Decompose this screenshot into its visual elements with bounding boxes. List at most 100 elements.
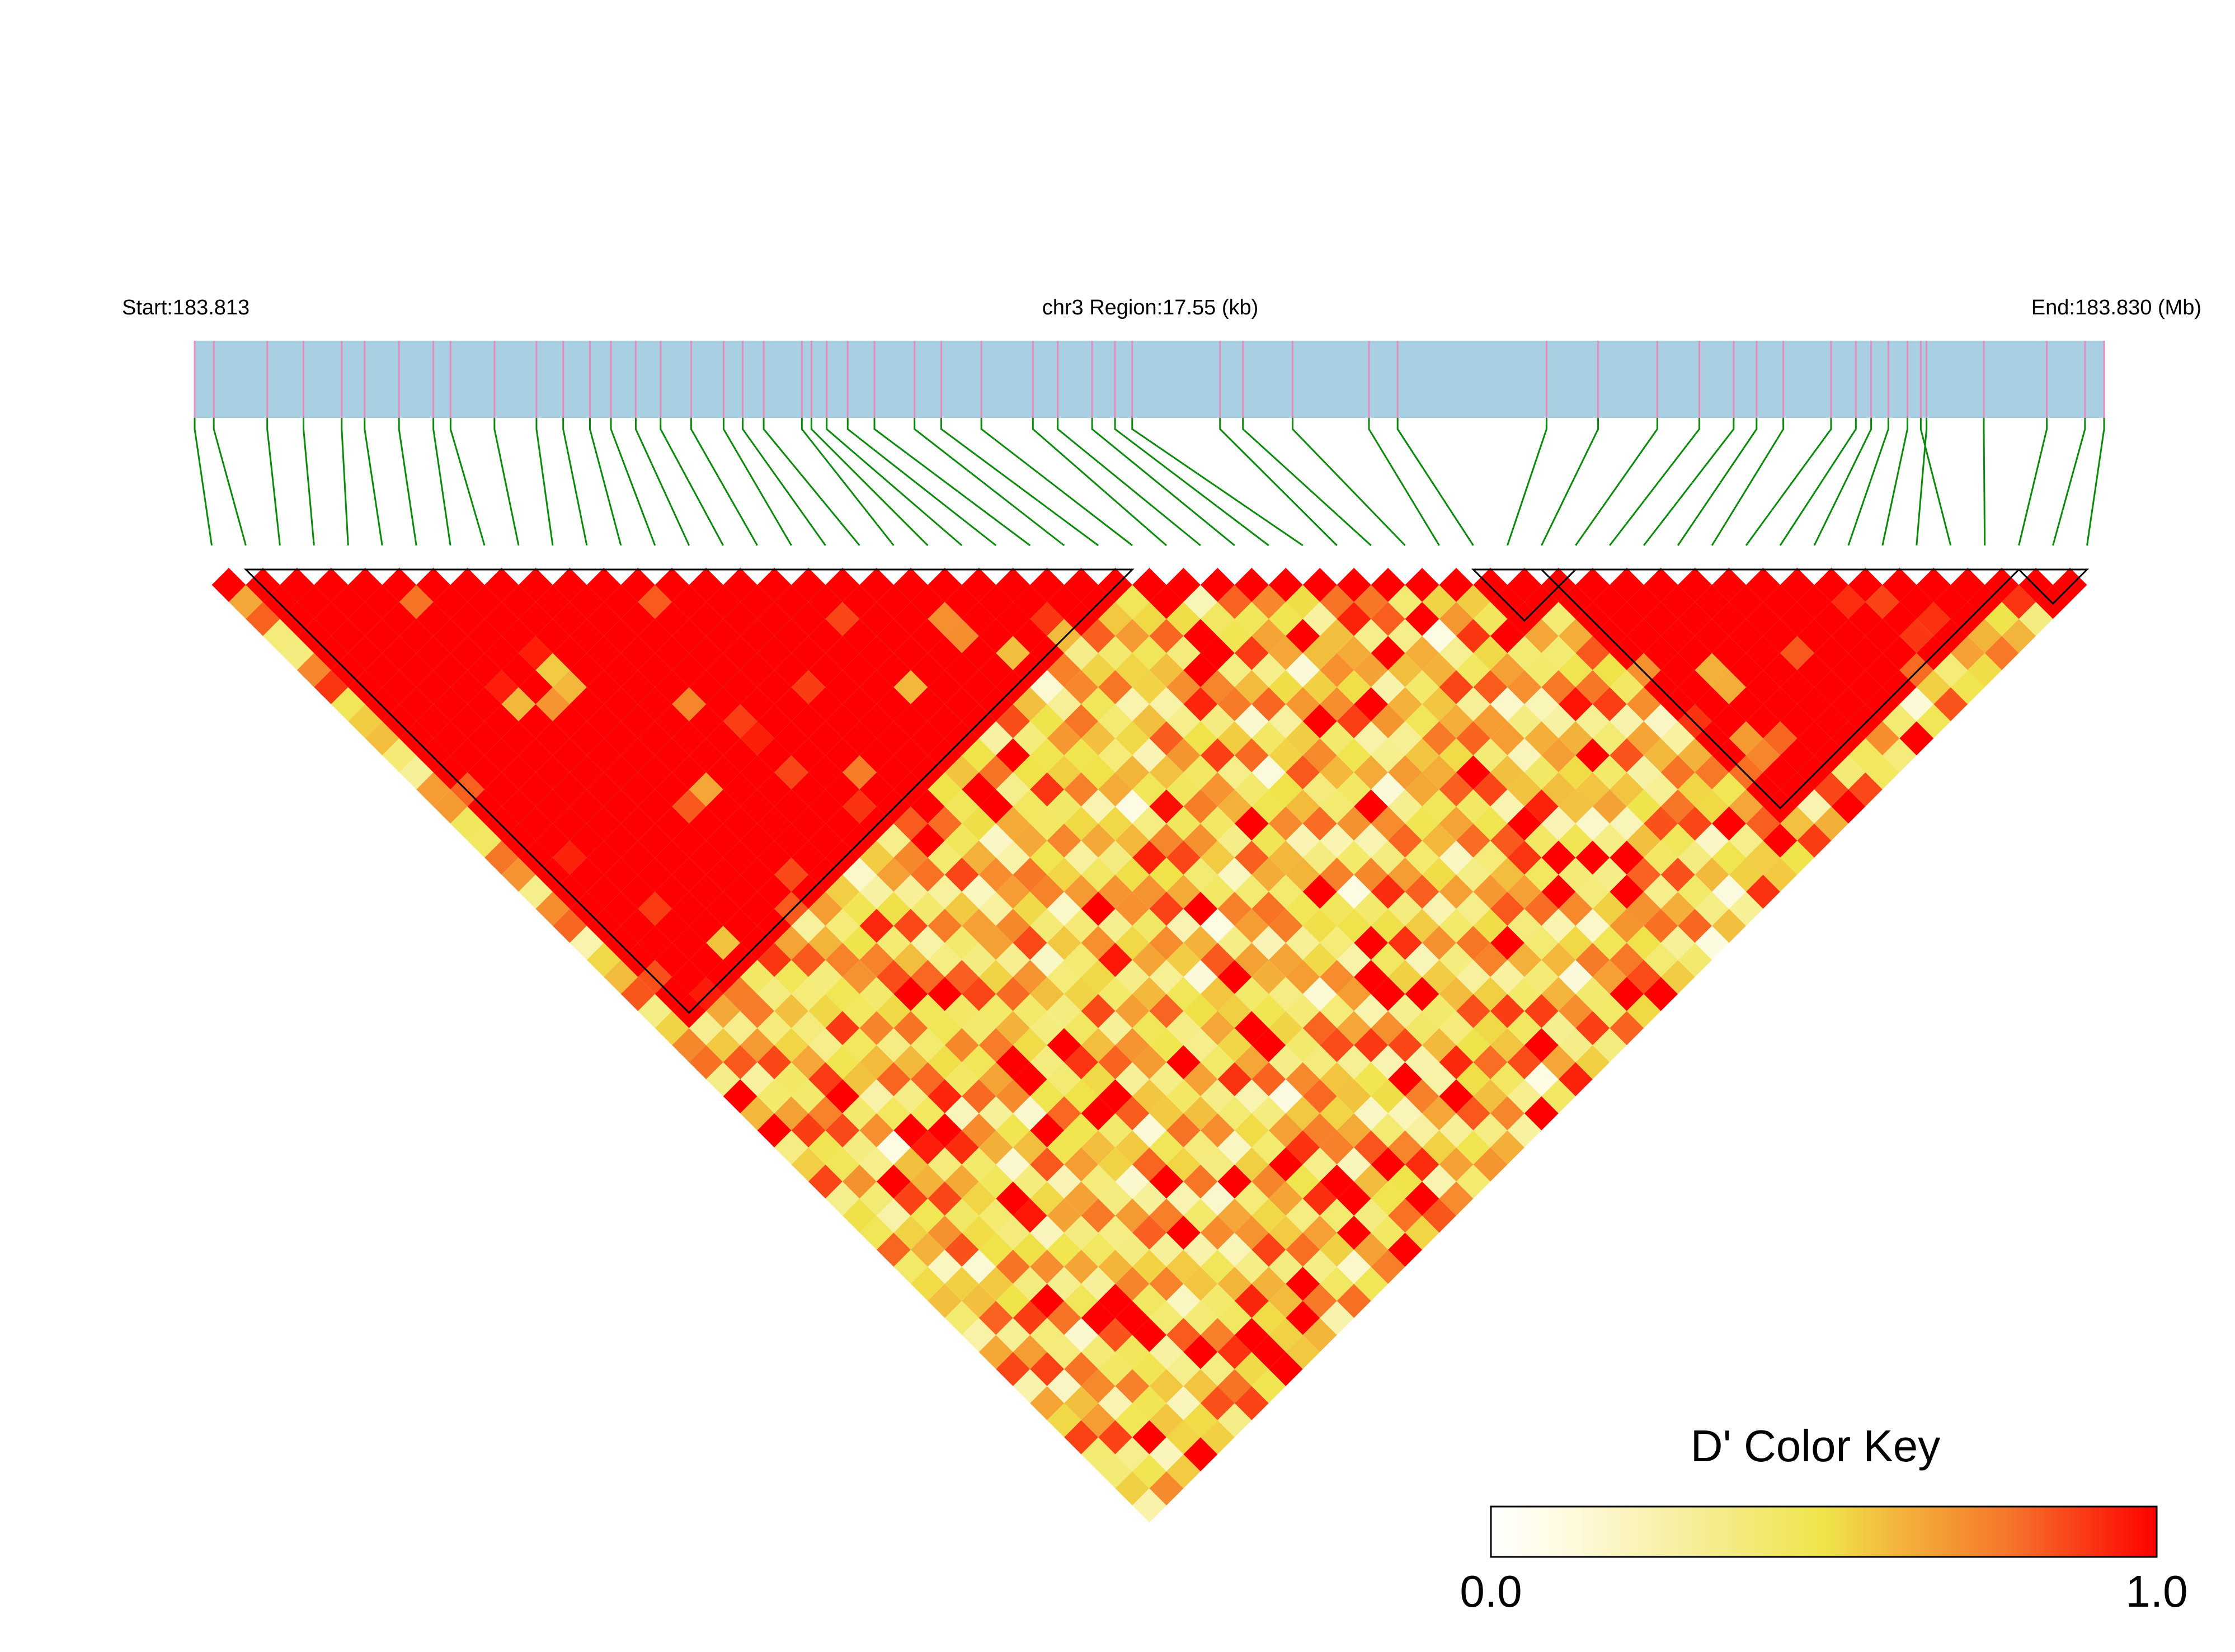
ld-cell: [842, 925, 877, 960]
ld-cell: [1200, 1420, 1235, 1455]
ld-cell: [1490, 1028, 1524, 1062]
ld-cell: [1405, 909, 1439, 943]
ld-cell: [1081, 653, 1116, 688]
snp-connector: [449, 418, 486, 546]
snp-connector: [980, 418, 1133, 547]
ld-cell: [1337, 1113, 1371, 1148]
snp-connector: [914, 418, 1065, 547]
ld-cell: [1268, 704, 1303, 738]
ld-cell: [876, 1062, 911, 1096]
haplotype-block-outline: [2017, 568, 2090, 605]
ld-cell: [1013, 789, 1047, 824]
ld-cell: [1575, 909, 1610, 943]
ld-cell: [1217, 1232, 1252, 1267]
ld-cell: [1047, 585, 1081, 619]
ld-cell: [501, 653, 536, 688]
ld-cell: [1337, 568, 1371, 602]
ld-cell: [757, 1011, 792, 1046]
ld-cell: [1081, 959, 1116, 994]
snp-ticks: [194, 341, 2105, 418]
ld-cell: [1166, 670, 1201, 704]
ld-cell: [297, 653, 331, 688]
ld-cell: [1405, 670, 1439, 704]
ld-cell: [331, 619, 365, 653]
ld-cell: [842, 687, 877, 722]
ld-cell: [1217, 1267, 1252, 1301]
ld-cell: [689, 806, 723, 841]
ld-cell: [962, 601, 996, 636]
ld-cell: [1456, 994, 1490, 1028]
ld-cell: [1217, 653, 1252, 688]
ld-cell: [842, 619, 877, 653]
ld-cell: [1780, 670, 1814, 704]
ld-cell: [1115, 891, 1150, 926]
ld-cell: [552, 704, 587, 738]
ld-cell: [1149, 687, 1184, 722]
ld-cell: [1149, 1232, 1184, 1267]
ld-cell: [842, 823, 877, 858]
ld-cell: [757, 568, 792, 602]
snp-connector: [660, 418, 724, 546]
ld-cell: [928, 772, 962, 807]
ld-cell: [842, 653, 877, 688]
snp-connector: [801, 418, 895, 546]
ld-cell: [1217, 619, 1252, 653]
ld-cell: [1047, 1301, 1081, 1335]
ld-cell: [1115, 1164, 1150, 1199]
ld-cell: [1337, 1215, 1371, 1250]
ld-cell: [723, 601, 757, 636]
ld-cell: [1268, 1283, 1303, 1318]
ld-cell: [535, 891, 570, 926]
ld-cell: [876, 959, 911, 994]
ld-cell: [1013, 1198, 1047, 1233]
ld-cell: [604, 585, 638, 619]
ld-cell: [552, 909, 587, 943]
ld-cell: [757, 943, 792, 977]
ld-cell: [1149, 1164, 1184, 1199]
ld-cell: [1149, 1301, 1184, 1335]
ld-cell: [1115, 1062, 1150, 1096]
ld-cell: [535, 858, 570, 892]
ld-cell: [723, 874, 757, 909]
ld-cell: [1490, 789, 1524, 824]
snp-connector: [364, 418, 383, 546]
ld-cell: [1388, 1130, 1423, 1165]
ld-cell: [1831, 789, 1866, 824]
ld-cell: [876, 994, 911, 1028]
ld-cell: [1456, 1096, 1490, 1131]
ld-cell: [1950, 670, 1985, 704]
ld-cell: [314, 601, 349, 636]
ld-cell: [928, 840, 962, 875]
ld-cell: [774, 789, 809, 824]
ld-cell: [518, 738, 553, 773]
ld-cell: [1149, 1403, 1184, 1438]
ld-cell: [996, 1249, 1031, 1284]
ld-cell: [1626, 653, 1661, 688]
ld-cell: [1337, 1147, 1371, 1182]
ld-cell: [1064, 909, 1099, 943]
ld-cell: [1217, 1335, 1252, 1369]
ld-cell: [1592, 789, 1627, 824]
ld-cell: [1575, 1011, 1610, 1046]
ld-cell: [996, 874, 1031, 909]
ld-cell: [1388, 1232, 1423, 1267]
ld-cell: [1251, 1369, 1286, 1404]
ld-cell: [570, 585, 604, 619]
ld-cell: [1149, 891, 1184, 926]
ld-cell: [1388, 1062, 1423, 1096]
ld-cell: [467, 789, 502, 824]
ld-cell: [638, 721, 672, 756]
ld-cell: [433, 653, 468, 688]
ld-cell: [808, 653, 843, 688]
ld-cell: [928, 806, 962, 841]
ld-cell: [501, 755, 536, 790]
ld-cell: [1388, 755, 1423, 790]
ld-cell: [1115, 1471, 1150, 1506]
ld-cell: [757, 636, 792, 670]
ld-cell: [689, 1011, 723, 1046]
ld-cell: [1081, 1369, 1116, 1404]
ld-cell: [552, 601, 587, 636]
ld-cell: [638, 619, 672, 653]
ld-cell: [1115, 1267, 1150, 1301]
ld-cell: [1081, 687, 1116, 722]
